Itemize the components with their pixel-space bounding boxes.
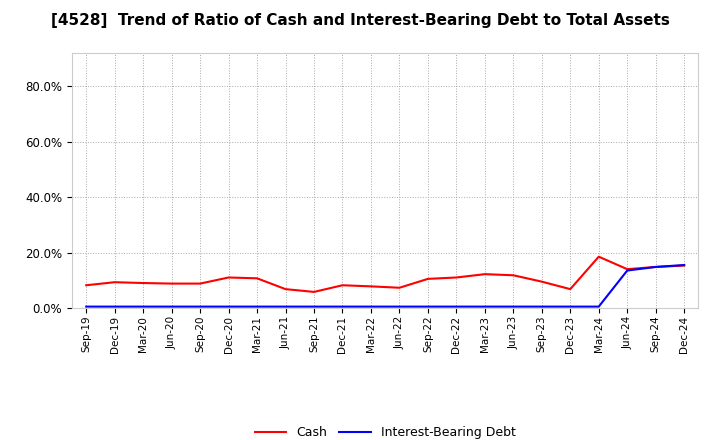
Interest-Bearing Debt (680, 262, 688, 268)
Interest-Bearing Debt (196, 304, 204, 309)
Interest-Bearing Debt (282, 304, 290, 309)
Interest-Bearing Debt (452, 304, 461, 309)
Interest-Bearing Debt (82, 304, 91, 309)
Interest-Bearing Debt (395, 304, 404, 309)
Cash (139, 280, 148, 286)
Interest-Bearing Debt (566, 304, 575, 309)
Legend: Cash, Interest-Bearing Debt: Cash, Interest-Bearing Debt (250, 422, 521, 440)
Cash (196, 281, 204, 286)
Interest-Bearing Debt (423, 304, 432, 309)
Cash (537, 279, 546, 284)
Interest-Bearing Debt (480, 304, 489, 309)
Interest-Bearing Debt (253, 304, 261, 309)
Interest-Bearing Debt (366, 304, 375, 309)
Interest-Bearing Debt (595, 304, 603, 309)
Interest-Bearing Debt (537, 304, 546, 309)
Cash (310, 289, 318, 294)
Cash (253, 276, 261, 281)
Cash (623, 267, 631, 272)
Cash (282, 286, 290, 292)
Cash (680, 263, 688, 268)
Cash (338, 282, 347, 288)
Interest-Bearing Debt (110, 304, 119, 309)
Interest-Bearing Debt (139, 304, 148, 309)
Line: Interest-Bearing Debt: Interest-Bearing Debt (86, 265, 684, 307)
Cash (566, 286, 575, 292)
Interest-Bearing Debt (310, 304, 318, 309)
Cash (225, 275, 233, 280)
Cash (395, 285, 404, 290)
Interest-Bearing Debt (509, 304, 518, 309)
Cash (509, 273, 518, 278)
Cash (366, 284, 375, 289)
Text: [4528]  Trend of Ratio of Cash and Interest-Bearing Debt to Total Assets: [4528] Trend of Ratio of Cash and Intere… (50, 13, 670, 28)
Cash (452, 275, 461, 280)
Cash (480, 271, 489, 277)
Interest-Bearing Debt (623, 268, 631, 273)
Cash (82, 282, 91, 288)
Line: Cash: Cash (86, 257, 684, 292)
Interest-Bearing Debt (167, 304, 176, 309)
Cash (595, 254, 603, 259)
Interest-Bearing Debt (225, 304, 233, 309)
Cash (652, 264, 660, 270)
Cash (167, 281, 176, 286)
Cash (423, 276, 432, 282)
Interest-Bearing Debt (652, 264, 660, 270)
Cash (110, 279, 119, 285)
Interest-Bearing Debt (338, 304, 347, 309)
